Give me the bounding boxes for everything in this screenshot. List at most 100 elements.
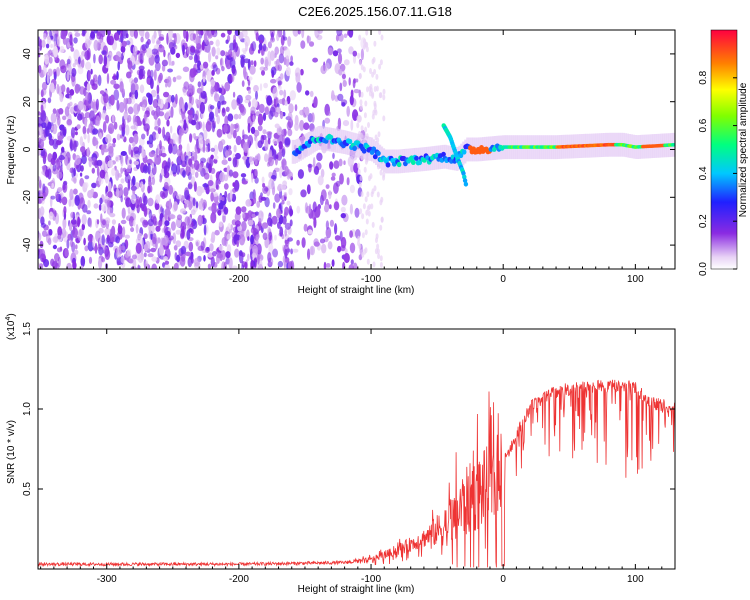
noise-blob	[163, 234, 169, 247]
noise-blob	[231, 265, 238, 269]
noise-blob	[360, 125, 364, 132]
noise-blob	[213, 93, 220, 102]
noise-blob	[43, 33, 47, 40]
noise-blob	[40, 216, 45, 226]
noise-blob	[52, 244, 58, 250]
noise-blob	[45, 126, 48, 138]
noise-blob	[236, 240, 239, 248]
noise-blob	[232, 49, 237, 61]
noise-blob	[148, 209, 153, 220]
noise-blob	[300, 40, 306, 49]
noise-blob	[77, 66, 84, 75]
noise-blob	[56, 171, 63, 179]
noise-blob	[84, 182, 89, 189]
noise-blob	[331, 259, 335, 267]
noise-blob	[229, 189, 233, 201]
noise-blob	[279, 111, 284, 120]
noise-blob	[181, 154, 185, 161]
noise-blob	[42, 165, 47, 172]
noise-blob	[86, 210, 92, 215]
noise-blob	[106, 199, 111, 208]
noise-blob	[116, 187, 120, 198]
noise-blob	[280, 183, 287, 190]
snr-multiplier-base: (x10	[6, 320, 17, 340]
noise-blob	[301, 237, 306, 249]
noise-blob	[277, 260, 284, 268]
ridge-cell	[396, 161, 402, 168]
noise-blob	[331, 172, 336, 177]
noise-blob	[238, 113, 242, 120]
noise-blob	[296, 239, 300, 246]
noise-blob	[92, 128, 99, 135]
noise-blob	[292, 248, 299, 253]
noise-blob	[279, 166, 283, 179]
noise-blob	[234, 220, 241, 227]
noise-blob	[277, 103, 280, 108]
noise-blob	[357, 52, 361, 59]
noise-blob	[96, 219, 100, 225]
noise-blob	[113, 89, 120, 101]
noise-blob	[190, 209, 196, 216]
noise-blob	[239, 103, 245, 113]
noise-blob	[164, 207, 171, 216]
noise-blob	[51, 260, 58, 269]
noise-blob	[203, 224, 207, 236]
snr-plot-area	[38, 329, 675, 569]
noise-blob	[263, 66, 269, 71]
noise-blob	[70, 211, 75, 218]
noise-blob	[260, 196, 267, 201]
noise-blob	[120, 245, 126, 251]
noise-blob	[207, 251, 214, 258]
noise-blob	[179, 256, 186, 267]
noise-blob	[173, 201, 178, 212]
noise-blob	[42, 64, 47, 76]
noise-blob	[270, 36, 275, 43]
noise-blob	[96, 31, 102, 40]
noise-blob	[280, 195, 287, 201]
noise-blob	[325, 263, 331, 268]
noise-blob	[203, 172, 210, 180]
noise-blob	[93, 74, 98, 83]
noise-blob	[74, 131, 78, 136]
noise-blob	[355, 78, 359, 83]
noise-blob	[142, 219, 149, 228]
noise-blob	[61, 146, 65, 153]
noise-blob	[304, 106, 310, 117]
noise-blob	[66, 58, 71, 65]
noise-blob	[161, 152, 167, 158]
noise-blob	[251, 172, 254, 183]
noise-blob	[286, 121, 292, 131]
noise-blob	[109, 94, 115, 106]
noise-blob	[211, 69, 215, 76]
noise-blob	[199, 64, 204, 70]
noise-blob	[148, 134, 154, 145]
noise-blob	[341, 194, 348, 206]
noise-blob	[283, 89, 287, 99]
noise-blob	[96, 166, 100, 177]
noise-blob	[176, 75, 182, 80]
noise-blob	[158, 111, 165, 117]
noise-blob	[225, 106, 230, 113]
noise-blob	[127, 60, 133, 70]
noise-blob	[320, 189, 327, 202]
branch-cell	[463, 181, 469, 187]
noise-blob	[74, 194, 80, 207]
noise-blob	[344, 248, 348, 254]
noise-blob	[203, 254, 206, 262]
noise-blob	[216, 47, 221, 56]
noise-blob	[367, 122, 370, 128]
noise-blob	[159, 244, 164, 256]
noise-blob	[102, 121, 107, 133]
noise-blob	[369, 83, 373, 90]
spectrogram-y-tick-label: -40	[22, 237, 33, 252]
noise-blob	[51, 183, 54, 188]
noise-blob	[143, 113, 147, 120]
noise-blob	[277, 221, 281, 229]
noise-blob	[286, 200, 291, 206]
noise-blob	[260, 57, 265, 65]
noise-blob	[209, 105, 215, 110]
noise-blob	[141, 146, 144, 155]
noise-blob	[358, 254, 363, 261]
noise-blob	[147, 253, 154, 258]
noise-blob	[192, 33, 196, 41]
